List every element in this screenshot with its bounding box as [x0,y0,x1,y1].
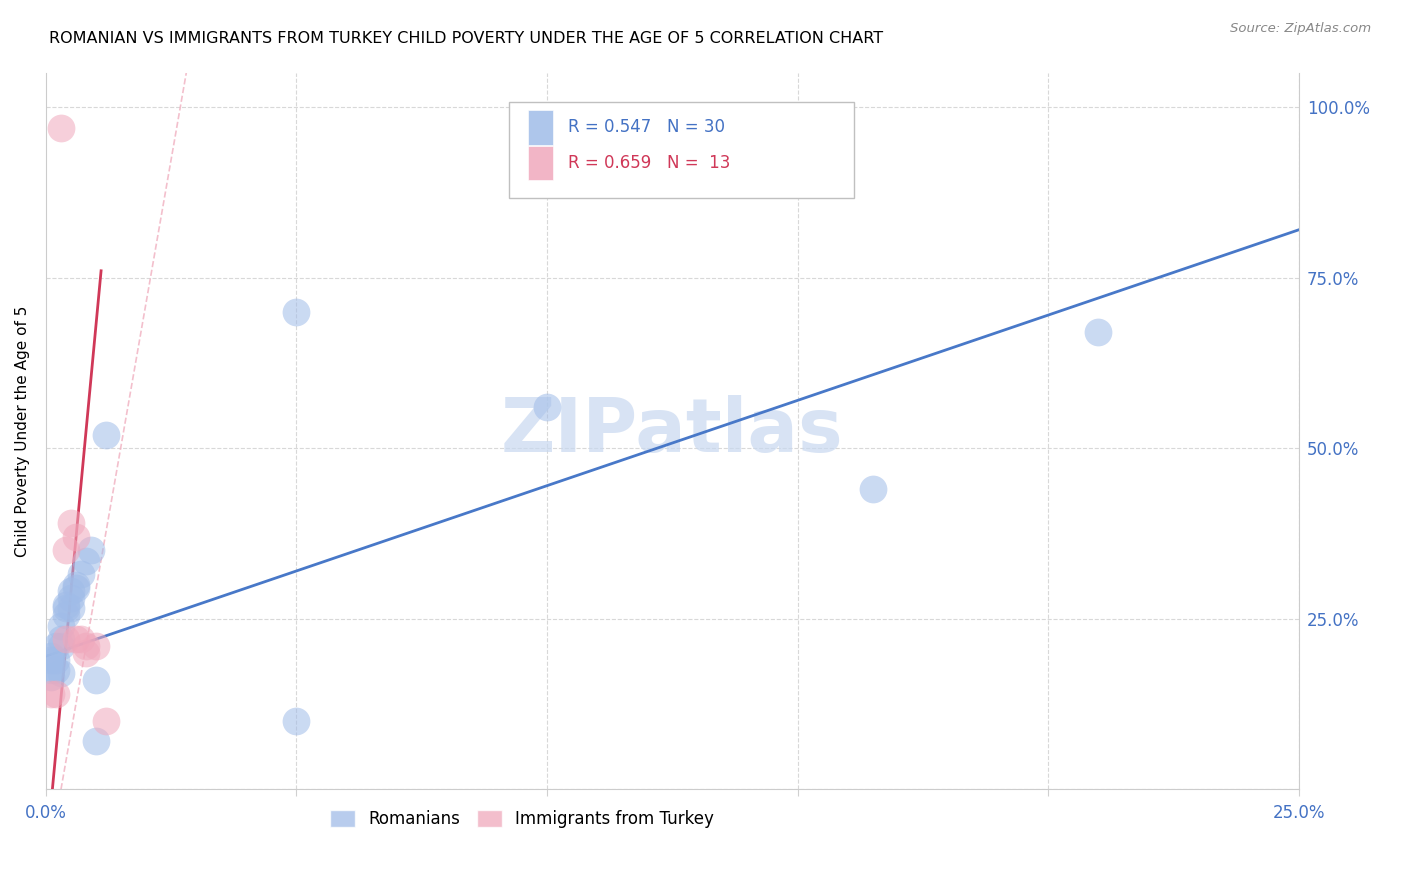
Point [55,608,77,623]
Point [60,584,83,599]
Point [65,632,87,647]
Point [94,714,117,728]
Point [536,401,558,415]
Text: R = 0.659   N =  13: R = 0.659 N = 13 [568,154,731,172]
Point [60,601,83,615]
Point [862,482,884,496]
Point [39,649,62,664]
Point [39,670,62,684]
Point [75,646,97,660]
Point [45,652,67,666]
Point [84,734,107,748]
Point [39,652,62,666]
Point [45,639,67,653]
Point [60,516,83,531]
Point [65,530,87,544]
Point [39,687,62,701]
Point [65,581,87,595]
Text: R = 0.547   N = 30: R = 0.547 N = 30 [568,119,725,136]
Point [49,632,72,647]
Point [55,598,77,612]
Point [75,554,97,568]
Legend: Romanians, Immigrants from Turkey: Romanians, Immigrants from Turkey [323,803,721,835]
Point [285,714,308,728]
Text: ZIPatlas: ZIPatlas [501,394,844,467]
Point [84,673,107,687]
Point [55,543,77,558]
Point [45,663,67,677]
Y-axis label: Child Poverty Under the Age of 5: Child Poverty Under the Age of 5 [15,305,30,557]
Text: Source: ZipAtlas.com: Source: ZipAtlas.com [1230,22,1371,36]
Point [60,591,83,606]
Point [49,618,72,632]
FancyBboxPatch shape [529,111,554,145]
Point [45,687,67,701]
Point [84,639,107,653]
Point [80,543,103,558]
Point [75,639,97,653]
Point [55,632,77,647]
Point [94,427,117,442]
Point [70,567,93,582]
Point [49,120,72,135]
Point [70,632,93,647]
Point [39,663,62,677]
FancyBboxPatch shape [509,102,853,198]
FancyBboxPatch shape [529,146,554,180]
Point [49,666,72,681]
Point [55,601,77,615]
Point [1087,325,1109,339]
Point [285,304,308,318]
Text: ROMANIAN VS IMMIGRANTS FROM TURKEY CHILD POVERTY UNDER THE AGE OF 5 CORRELATION : ROMANIAN VS IMMIGRANTS FROM TURKEY CHILD… [49,31,883,46]
Point [65,577,87,591]
Point [49,639,72,653]
